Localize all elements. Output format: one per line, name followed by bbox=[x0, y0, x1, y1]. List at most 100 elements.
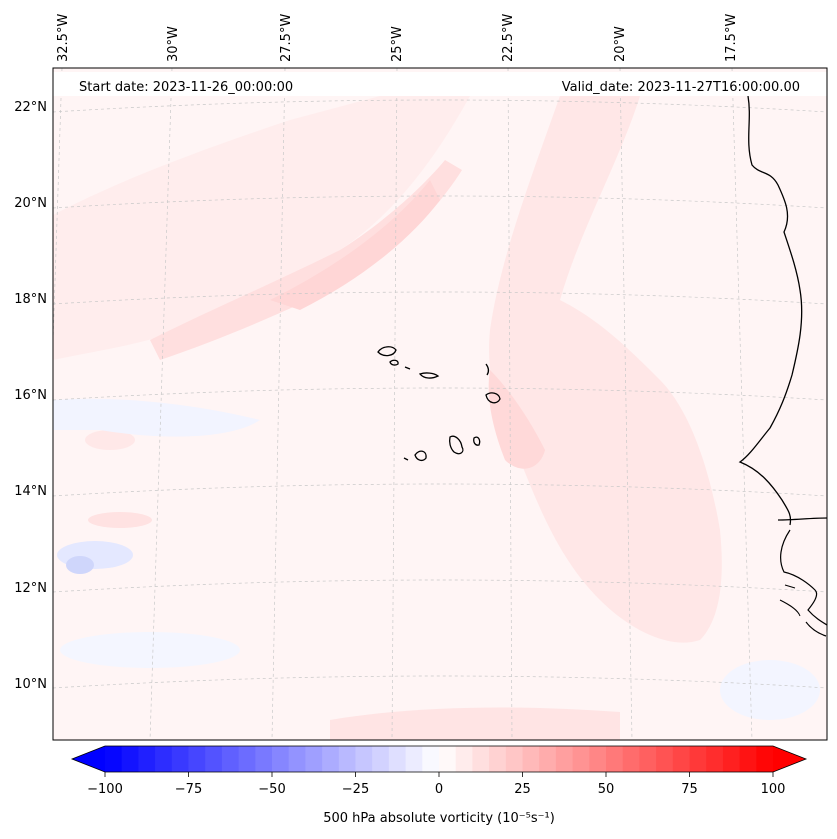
colorbar-cell bbox=[121, 746, 139, 772]
island-santo-antao bbox=[377, 346, 397, 357]
colorbar-title: 500 hPa absolute vorticity (10⁻⁵s⁻¹) bbox=[323, 811, 555, 826]
colorbar-cell bbox=[422, 746, 440, 772]
negative-patch-se bbox=[720, 660, 820, 720]
positive-band-central bbox=[489, 96, 722, 643]
lon-label: 20°W bbox=[613, 26, 628, 62]
colorbar-cell bbox=[288, 746, 306, 772]
island-sal bbox=[485, 363, 490, 376]
lon-label: 17.5°W bbox=[724, 14, 739, 62]
colorbar-min-extend-arrow bbox=[72, 746, 105, 772]
colorbar-cell bbox=[405, 746, 423, 772]
positive-core-central bbox=[488, 370, 545, 469]
colorbar-cell bbox=[155, 746, 173, 772]
negative-band-west bbox=[53, 398, 260, 437]
bijagos-coast bbox=[805, 621, 827, 637]
island-maio bbox=[473, 436, 481, 446]
colorbar-cell bbox=[338, 746, 356, 772]
positive-streak-nw bbox=[150, 160, 462, 360]
colorbar: −100 −75 −50 −25 0 25 50 75 100 500 hPa absolute… bbox=[70, 745, 808, 826]
colorbar-cell bbox=[722, 746, 741, 772]
colorbar-cell bbox=[255, 746, 273, 772]
colorbar-cell bbox=[322, 746, 340, 772]
colorbar-cell bbox=[188, 746, 206, 772]
colorbar-tick-label: 0 bbox=[435, 782, 443, 797]
colorbar-cell bbox=[539, 746, 557, 772]
colorbar-cell bbox=[355, 746, 373, 772]
positive-band-nw bbox=[53, 96, 470, 360]
positive-band-south bbox=[330, 707, 620, 740]
colorbar-tick-label: −100 bbox=[87, 782, 123, 797]
lat-label: 18°N bbox=[14, 292, 47, 307]
guinea-bissau-coast bbox=[780, 529, 827, 626]
colorbar-tick-label: −75 bbox=[175, 782, 202, 797]
start-date-label: Start date: 2023-11-26_00:00:00 bbox=[79, 80, 293, 95]
colorbar-tick-label: 25 bbox=[514, 782, 531, 797]
colorbar-max-extend-arrow bbox=[773, 746, 806, 772]
positive-patch-west2 bbox=[85, 430, 135, 450]
colorbar-tick-label: −25 bbox=[342, 782, 369, 797]
colorbar-cell bbox=[439, 746, 457, 772]
lat-label: 20°N bbox=[14, 196, 47, 211]
lat-label: 12°N bbox=[14, 581, 47, 596]
colorbar-cell bbox=[221, 746, 240, 772]
lon-label: 27.5°W bbox=[279, 14, 294, 62]
colorbar-tick-label: −50 bbox=[258, 782, 285, 797]
colorbar-cell bbox=[622, 746, 640, 772]
negative-core-west bbox=[66, 556, 94, 574]
colorbar-cell bbox=[455, 746, 473, 772]
map-frame bbox=[52, 67, 828, 741]
lon-label: 30°W bbox=[166, 26, 181, 62]
island-fogo bbox=[414, 450, 427, 462]
island-brava bbox=[403, 457, 409, 461]
lat-label: 22°N bbox=[14, 100, 47, 115]
colorbar-cell bbox=[739, 746, 757, 772]
island-sao-nicolau bbox=[418, 372, 440, 379]
colorbar-cell bbox=[689, 746, 707, 772]
colorbar-cell bbox=[589, 746, 607, 772]
positive-core-nw bbox=[270, 180, 440, 310]
vorticity-field: Start date: 2023-11-26_00:00:00 Valid_da… bbox=[53, 68, 827, 740]
colorbar-cell bbox=[272, 746, 290, 772]
colorbar-cell bbox=[706, 746, 724, 772]
positive-patch-west bbox=[88, 512, 152, 528]
colorbar-ticks: −100 −75 −50 −25 0 25 50 75 100 bbox=[87, 772, 785, 797]
negative-band-sw bbox=[60, 632, 240, 668]
colorbar-cell bbox=[606, 746, 624, 772]
colorbar-tick-label: 100 bbox=[761, 782, 786, 797]
colorbar-cell bbox=[756, 746, 774, 772]
lat-label: 10°N bbox=[14, 677, 47, 692]
colorbar-cell bbox=[489, 746, 507, 772]
colorbar-cells bbox=[105, 746, 774, 772]
lon-label: 25°W bbox=[390, 26, 405, 62]
colorbar-cell bbox=[656, 746, 674, 772]
longitude-labels: 32.5°W 30°W 27.5°W 25°W 22.5°W 20°W 17.5… bbox=[56, 14, 739, 62]
lon-label: 32.5°W bbox=[56, 14, 71, 62]
colorbar-cell bbox=[171, 746, 189, 772]
colorbar-cell bbox=[505, 746, 523, 772]
colorbar-cell bbox=[472, 746, 490, 772]
cape-verde-islands bbox=[377, 346, 501, 462]
africa-coastline bbox=[738, 95, 803, 526]
colorbar-cell bbox=[372, 746, 390, 772]
colorbar-tick-label: 50 bbox=[598, 782, 615, 797]
island-santiago bbox=[448, 435, 464, 455]
island-sao-vicente bbox=[389, 359, 399, 366]
gambia-coast bbox=[777, 517, 827, 521]
graticule bbox=[53, 68, 827, 740]
header-strip bbox=[53, 72, 827, 96]
colorbar-cell bbox=[672, 746, 690, 772]
colorbar-cell bbox=[639, 746, 657, 772]
colorbar-cell bbox=[105, 746, 123, 772]
colorbar-cell bbox=[572, 746, 590, 772]
colorbar-cell bbox=[305, 746, 323, 772]
colorbar-cell bbox=[238, 746, 256, 772]
islets-coast bbox=[779, 584, 801, 617]
colorbar-cell bbox=[138, 746, 156, 772]
valid-date-label: Valid_date: 2023-11-27T16:00:00.00 bbox=[562, 80, 800, 95]
lon-label: 22.5°W bbox=[501, 14, 516, 62]
colorbar-cell bbox=[522, 746, 540, 772]
colorbar-tick-label: 75 bbox=[681, 782, 698, 797]
island-boa-vista bbox=[485, 392, 501, 404]
lat-label: 14°N bbox=[14, 484, 47, 499]
